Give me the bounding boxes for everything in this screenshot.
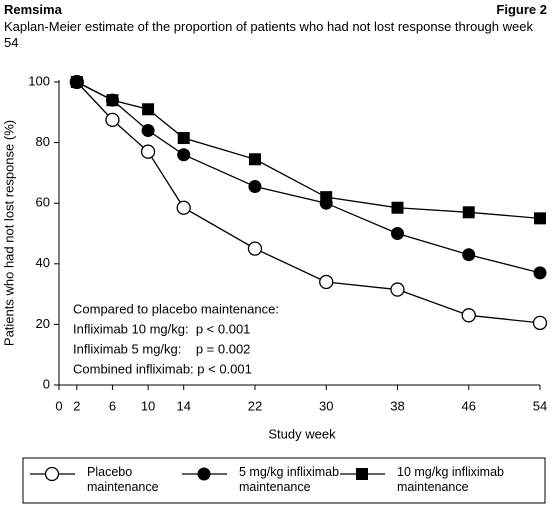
marker xyxy=(534,212,546,225)
marker xyxy=(320,191,333,204)
x-tick-label: 10 xyxy=(141,398,155,413)
chart-title: Kaplan-Meier estimate of the proportion … xyxy=(4,19,533,50)
figure-label: Figure 2 xyxy=(496,2,547,17)
x-axis-label: Study week xyxy=(268,426,336,441)
x-tick-label: 0 xyxy=(55,398,62,413)
marker xyxy=(106,94,119,107)
legend-label: 5 mg/kg infliximab maintenance xyxy=(239,465,340,494)
y-tick-label: 0 xyxy=(43,376,50,391)
y-axis-label: Patients who had not lost response (%) xyxy=(1,120,16,346)
marker xyxy=(141,123,155,137)
marker xyxy=(142,103,155,116)
marker xyxy=(390,282,405,297)
marker xyxy=(533,266,547,280)
legend-box xyxy=(22,457,546,504)
annotation: Combined infliximab: p < 0.001 xyxy=(73,361,252,376)
product-name: Remsima xyxy=(4,2,62,17)
x-tick-label: 54 xyxy=(533,398,547,413)
marker xyxy=(462,248,476,262)
marker xyxy=(140,144,156,159)
marker xyxy=(177,148,191,162)
marker xyxy=(532,315,548,331)
y-tick-label: 80 xyxy=(36,134,50,149)
marker xyxy=(391,201,404,214)
x-tick-label: 30 xyxy=(319,398,333,413)
marker xyxy=(462,206,475,219)
marker xyxy=(105,112,120,128)
marker xyxy=(70,76,83,88)
legend-marker xyxy=(197,467,211,481)
legend-marker xyxy=(44,466,60,482)
y-tick-label: 20 xyxy=(36,316,50,331)
marker xyxy=(390,227,404,240)
x-tick-label: 2 xyxy=(73,398,80,413)
marker xyxy=(319,274,334,290)
x-tick-label: 6 xyxy=(109,398,116,413)
annotation: Infliximab 5 mg/kg: p = 0.002 xyxy=(73,341,250,356)
series-line xyxy=(76,81,541,324)
x-tick-label: 22 xyxy=(248,398,262,413)
y-tick-label: 40 xyxy=(36,255,50,270)
marker xyxy=(248,153,261,166)
marker xyxy=(177,132,190,145)
y-tick-label: 60 xyxy=(36,195,50,210)
legend-label: 10 mg/kg infliximab maintenance xyxy=(397,465,504,494)
x-tick-label: 14 xyxy=(176,398,190,413)
legend-label: Placebo maintenance xyxy=(87,465,159,494)
x-tick-label: 38 xyxy=(390,398,404,413)
annotation: Infliximab 10 mg/kg: p < 0.001 xyxy=(73,321,250,336)
annotation: Compared to placebo maintenance: xyxy=(73,301,279,316)
marker xyxy=(248,180,262,194)
marker xyxy=(176,200,191,215)
legend-marker xyxy=(356,468,368,480)
y-tick-label: 100 xyxy=(28,73,50,88)
marker xyxy=(247,241,263,256)
marker xyxy=(461,308,476,323)
x-tick-label: 46 xyxy=(462,398,476,413)
